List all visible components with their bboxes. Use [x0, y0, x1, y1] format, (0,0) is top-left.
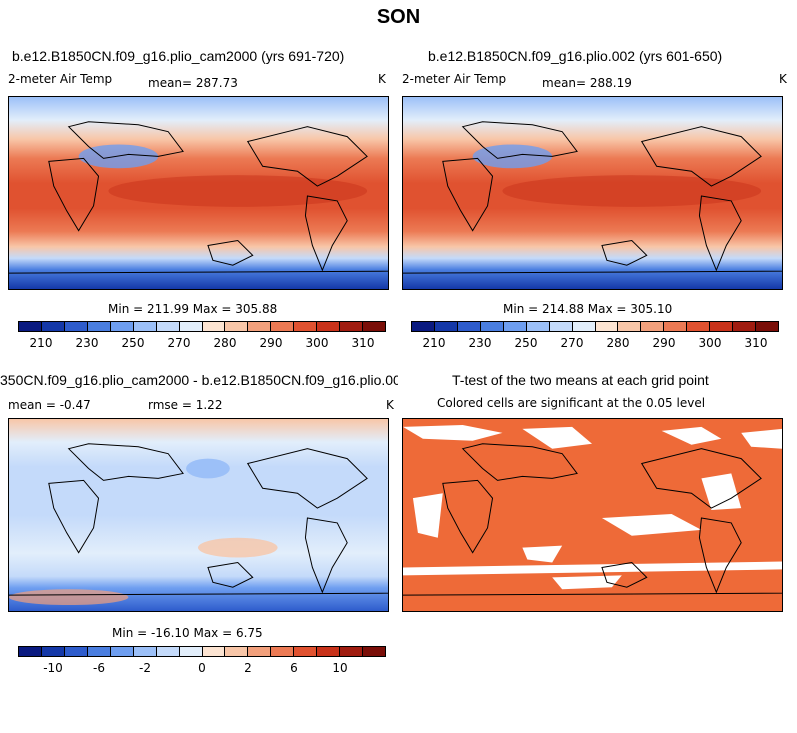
panel1-minmax: Min = 211.99 Max = 305.88 — [108, 302, 278, 316]
panel3-mean: mean = -0.47 — [8, 398, 91, 412]
colorbar-swatch — [549, 322, 573, 331]
map-panel4 — [402, 418, 783, 612]
colorbar-panel2 — [411, 321, 779, 332]
colorbar-tick-label: 270 — [167, 336, 191, 350]
colorbar-swatch — [133, 322, 157, 331]
colorbar-panel1 — [18, 321, 386, 332]
colorbar-tick-label: -10 — [43, 661, 63, 675]
colorbar-swatch — [110, 647, 134, 656]
panel3-units: K — [386, 398, 394, 412]
colorbar-swatch — [340, 647, 364, 656]
panel1-variable: 2-meter Air Temp — [8, 72, 113, 86]
panel3-rmse: rmse = 1.22 — [148, 398, 223, 412]
panel2-units: K — [779, 72, 787, 86]
colorbar-swatch — [503, 322, 527, 331]
colorbar-swatch — [225, 647, 249, 656]
colorbar-swatch — [412, 322, 435, 331]
colorbar-tick-label: 6 — [290, 661, 298, 675]
panel4-title: T-test of the two means at each grid poi… — [452, 372, 709, 388]
panel2-mean: mean= 288.19 — [542, 76, 632, 90]
colorbar-swatch — [248, 322, 272, 331]
colorbar-tick-label: -6 — [93, 661, 105, 675]
colorbar-swatch — [41, 322, 65, 331]
colorbar-tick-label: 300 — [305, 336, 329, 350]
colorbar-swatch — [457, 322, 481, 331]
colorbar-swatch — [687, 322, 711, 331]
panel2-variable: 2-meter Air Temp — [402, 72, 507, 86]
colorbar-tick-label: 300 — [698, 336, 722, 350]
colorbar-tick-label: 250 — [514, 336, 538, 350]
colorbar-tick-label: -2 — [139, 661, 151, 675]
colorbar-swatch — [202, 647, 226, 656]
colorbar-tick-label: 270 — [560, 336, 584, 350]
colorbar-tick-label: 290 — [259, 336, 283, 350]
panel3-title: 350CN.f09_g16.plio_cam2000 - b.e12.B1850… — [0, 372, 398, 388]
colorbar-tick-label: 2 — [244, 661, 252, 675]
colorbar-swatch — [179, 322, 203, 331]
colorbar-swatch — [41, 647, 65, 656]
colorbar-swatch — [641, 322, 665, 331]
panel2-title: b.e12.B1850CN.f09_g16.plio.002 (yrs 601-… — [428, 48, 723, 64]
colorbar-swatch — [363, 322, 385, 331]
colorbar-swatch — [64, 322, 88, 331]
colorbar-swatch — [756, 322, 778, 331]
colorbar-swatch — [271, 647, 295, 656]
colorbar-swatch — [271, 322, 295, 331]
panel3-minmax: Min = -16.10 Max = 6.75 — [112, 626, 263, 640]
colorbar-tick-label: 210 — [29, 336, 53, 350]
colorbar-swatch — [19, 322, 42, 331]
colorbar-tick-label: 230 — [468, 336, 492, 350]
colorbar-swatch — [480, 322, 504, 331]
panel4-subtitle: Colored cells are significant at the 0.0… — [437, 396, 706, 410]
panel1-mean: mean= 287.73 — [148, 76, 238, 90]
colorbar-tick-label: 10 — [332, 661, 348, 675]
page-title: SON — [376, 6, 421, 28]
colorbar-swatch — [664, 322, 688, 331]
colorbar-swatch — [179, 647, 203, 656]
colorbar-swatch — [526, 322, 550, 331]
map-panel3 — [8, 418, 389, 612]
colorbar-tick-label: 280 — [213, 336, 237, 350]
colorbar-panel3 — [18, 646, 386, 657]
colorbar-swatch — [595, 322, 619, 331]
colorbar-tick-label: 210 — [422, 336, 446, 350]
map-panel2 — [402, 96, 783, 290]
colorbar-swatch — [19, 647, 42, 656]
map-panel1 — [8, 96, 389, 290]
colorbar-tick-label: 310 — [351, 336, 375, 350]
colorbar-swatch — [618, 322, 642, 331]
colorbar-swatch — [133, 647, 157, 656]
colorbar-swatch — [225, 322, 249, 331]
panel2-minmax: Min = 214.88 Max = 305.10 — [503, 302, 673, 316]
colorbar-swatch — [710, 322, 734, 331]
colorbar-swatch — [294, 322, 318, 331]
colorbar-swatch — [733, 322, 757, 331]
colorbar-tick-label: 280 — [606, 336, 630, 350]
colorbar-swatch — [202, 322, 226, 331]
colorbar-tick-label: 290 — [652, 336, 676, 350]
colorbar-swatch — [156, 647, 180, 656]
colorbar-swatch — [434, 322, 458, 331]
colorbar-tick-label: 310 — [744, 336, 768, 350]
panel1-units: K — [378, 72, 386, 86]
colorbar-swatch — [317, 322, 341, 331]
colorbar-swatch — [248, 647, 272, 656]
panel1-title: b.e12.B1850CN.f09_g16.plio_cam2000 (yrs … — [12, 48, 345, 64]
colorbar-tick-label: 0 — [198, 661, 206, 675]
colorbar-swatch — [87, 647, 111, 656]
colorbar-swatch — [64, 647, 88, 656]
colorbar-swatch — [294, 647, 318, 656]
colorbar-tick-label: 230 — [75, 336, 99, 350]
colorbar-swatch — [363, 647, 385, 656]
colorbar-tick-label: 250 — [121, 336, 145, 350]
colorbar-swatch — [317, 647, 341, 656]
colorbar-swatch — [110, 322, 134, 331]
colorbar-swatch — [340, 322, 364, 331]
colorbar-swatch — [156, 322, 180, 331]
colorbar-swatch — [87, 322, 111, 331]
colorbar-swatch — [572, 322, 596, 331]
